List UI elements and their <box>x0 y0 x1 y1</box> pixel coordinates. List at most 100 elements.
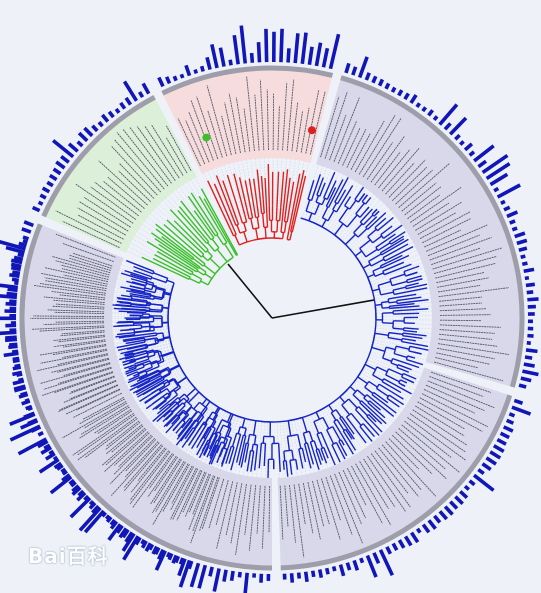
bar-mark <box>351 66 358 76</box>
bar-mark <box>481 462 492 471</box>
bar-mark <box>8 342 18 347</box>
internal-branch <box>153 272 168 279</box>
internal-arc <box>382 270 385 275</box>
tip-label <box>366 142 394 180</box>
tip-label <box>39 326 105 332</box>
internal-branch <box>129 337 145 342</box>
internal-branch <box>355 202 365 215</box>
tip-branch <box>165 424 175 434</box>
bar-mark <box>505 418 515 425</box>
internal-branch <box>237 426 241 434</box>
bar-mark <box>210 44 219 69</box>
bar-mark <box>518 383 527 389</box>
internal-branch <box>359 239 371 249</box>
internal-branch <box>388 296 397 300</box>
tip-label <box>185 120 206 165</box>
tip-label <box>47 309 105 313</box>
tip-label <box>439 319 482 322</box>
internal-arc <box>364 381 370 388</box>
bar-mark <box>153 546 161 556</box>
internal-branch <box>369 400 375 406</box>
guide-line <box>282 422 289 478</box>
bar-mark <box>30 425 42 434</box>
tip-label <box>312 480 325 527</box>
bar-mark <box>12 379 25 386</box>
internal-branch <box>164 393 172 400</box>
internal-branch <box>368 253 382 262</box>
internal-branch <box>151 276 167 284</box>
tip-label <box>374 151 401 186</box>
tip-label <box>102 180 142 213</box>
tip-label <box>132 453 173 508</box>
bar-mark <box>43 443 51 450</box>
internal-branch <box>259 199 263 214</box>
tip-label <box>346 467 367 506</box>
tip-label <box>370 453 411 508</box>
internal-branch <box>202 255 209 262</box>
tip-label <box>431 247 481 265</box>
tip-branch <box>398 246 414 255</box>
guide-line <box>375 293 431 302</box>
internal-branch <box>390 362 398 367</box>
internal-branch <box>182 417 191 428</box>
internal-branch <box>218 424 224 434</box>
internal-arc <box>239 230 247 234</box>
tip-label <box>118 162 155 199</box>
tip-label <box>425 384 485 412</box>
tip-branch <box>116 321 141 324</box>
bar-mark <box>22 239 29 244</box>
internal-branch <box>325 200 330 207</box>
bar-mark <box>7 287 18 293</box>
tip-label-ring <box>30 76 509 558</box>
tip-branch <box>190 192 214 228</box>
guide-line <box>291 421 303 476</box>
tip-label <box>391 166 428 202</box>
internal-branch <box>196 414 203 422</box>
bar-mark <box>177 558 187 577</box>
bar-mark <box>119 101 127 110</box>
tip-branch <box>178 206 203 235</box>
internal-branch <box>246 443 250 454</box>
tip-label <box>172 468 199 520</box>
bar-mark <box>521 261 528 266</box>
internal-branch <box>138 343 148 347</box>
tip-branch <box>163 412 178 428</box>
internal-branch <box>180 268 192 276</box>
internal-arc <box>212 411 218 416</box>
bar-mark <box>390 86 397 93</box>
bar-mark <box>205 56 212 71</box>
internal-branch <box>216 234 225 246</box>
internal-arc <box>381 378 385 382</box>
tip-branch <box>264 177 268 214</box>
bar-mark <box>12 365 22 371</box>
internal-branch <box>406 275 422 281</box>
internal-branch <box>335 205 342 213</box>
bar-mark <box>222 569 228 582</box>
bar-mark <box>526 290 534 295</box>
internal-branch <box>175 272 190 280</box>
tip-label <box>33 315 105 318</box>
tip-label <box>59 384 119 411</box>
bar-mark <box>314 42 323 67</box>
tip-label <box>78 398 125 425</box>
internal-arc <box>166 368 171 375</box>
tip-label <box>392 434 433 475</box>
internal-arc <box>403 271 407 277</box>
internal-branch <box>308 431 314 442</box>
tip-label <box>55 320 105 323</box>
guide-line <box>287 159 296 215</box>
internal-branch <box>382 306 390 309</box>
tip-label <box>404 186 442 216</box>
internal-branch <box>162 292 171 296</box>
bar-mark <box>41 186 51 194</box>
tip-branch <box>113 307 136 311</box>
bar-mark <box>503 205 511 212</box>
bar-mark <box>165 551 172 558</box>
bar-mark <box>449 500 459 510</box>
internal-branch <box>406 358 413 363</box>
guide-line <box>354 219 399 254</box>
tip-label <box>58 366 112 384</box>
internal-branch <box>167 389 175 395</box>
guide-line <box>122 259 175 281</box>
tip-branch <box>136 377 156 389</box>
